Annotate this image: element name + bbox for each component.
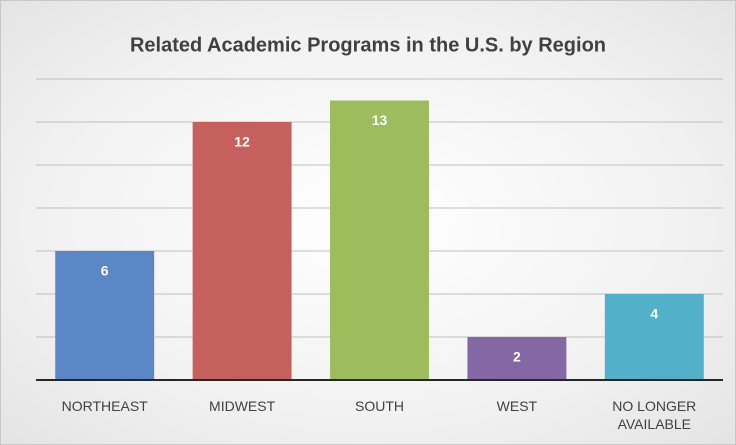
chart-title: Related Academic Programs in the U.S. by… <box>130 34 606 56</box>
x-tick-label: NO LONGER AVAILABLE <box>612 398 697 432</box>
x-tick-label: MIDWEST <box>209 398 276 414</box>
bar <box>55 251 155 380</box>
data-label: 2 <box>513 349 521 365</box>
bar <box>192 122 292 380</box>
data-label: 13 <box>372 112 388 128</box>
x-tick-label: WEST <box>496 398 538 414</box>
bar <box>604 294 704 380</box>
x-tick-label: SOUTH <box>355 398 404 414</box>
data-label: 6 <box>101 263 109 279</box>
data-label: 4 <box>650 306 658 322</box>
bar <box>330 100 429 380</box>
data-label: 12 <box>234 134 250 150</box>
bar <box>467 337 567 380</box>
x-tick-label: NORTHEAST <box>61 398 148 414</box>
